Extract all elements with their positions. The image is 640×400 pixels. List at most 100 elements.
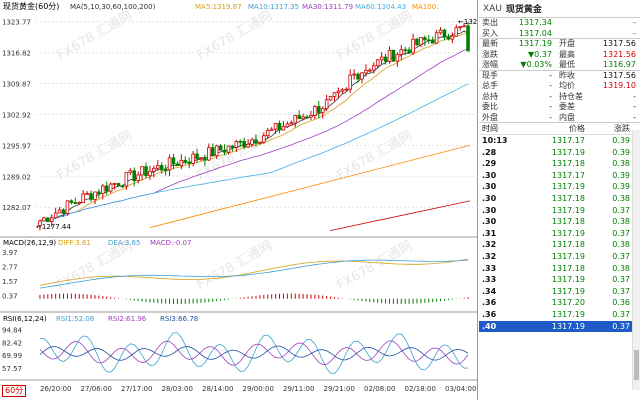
candle-body <box>57 209 62 214</box>
tick-row[interactable]: .30 1317.19 0.37 <box>479 205 640 217</box>
candle-body <box>42 217 46 222</box>
date-tick: 28/14:00 <box>202 385 233 393</box>
candlesticks[interactable] <box>38 21 470 231</box>
ma60-line <box>39 83 469 222</box>
tick-time: .31 <box>482 228 497 238</box>
watermark-text: FX678 汇通网 <box>55 128 136 183</box>
tick-row[interactable]: .30 1317.19 0.39 <box>479 181 640 193</box>
tick-price: 1317.17 <box>551 136 585 145</box>
candle-body <box>419 37 423 46</box>
ratio-row: 委比 - 委差 - <box>482 102 636 111</box>
tick-row[interactable]: .30 1317.18 0.38 <box>479 193 640 205</box>
tick-price: 1317.18 <box>551 217 585 227</box>
tick-change: 0.38 <box>612 263 630 273</box>
candle-body <box>411 38 415 54</box>
tick-row[interactable]: .30 1317.17 0.39 <box>479 170 640 182</box>
candle-body <box>262 135 266 143</box>
candle-body <box>132 170 136 182</box>
tick-list[interactable]: 10:13 1317.17 0.39 .28 1317.19 0.39 .29 1317.18… <box>479 135 640 333</box>
candle-body <box>69 200 74 203</box>
watermark-text: FX678 汇通网 <box>55 8 136 63</box>
tick-row[interactable]: .33 1317.18 0.38 <box>479 263 640 275</box>
period-tab-60min[interactable]: 60分 <box>2 385 27 397</box>
change-row: 涨跌 ▼0.37 最高 1321.56 <box>482 49 636 59</box>
tick-row[interactable]: .40 1317.19 0.37 <box>479 320 640 333</box>
tick-row[interactable]: .30 1317.18 0.38 <box>479 216 640 228</box>
candle-body <box>93 191 97 200</box>
candle-body <box>317 106 321 113</box>
candle-body <box>352 73 356 76</box>
outer-row: 外盘 - 内盘 - <box>479 113 640 123</box>
candle-body <box>108 183 113 192</box>
tick-price: 1317.19 <box>551 275 585 285</box>
date-tick: 29/11:00 <box>283 385 314 393</box>
ma100-line <box>149 144 471 228</box>
tick-time: .36 <box>482 298 497 308</box>
candle-body <box>128 170 133 174</box>
candle-body <box>301 116 305 120</box>
tick-row[interactable]: .36 1317.19 0.37 <box>479 309 640 321</box>
tick-price: 1317.17 <box>551 170 585 180</box>
candle-body <box>61 209 66 214</box>
candle-body <box>258 141 262 144</box>
candle-body <box>403 49 407 52</box>
tick-change: 0.38 <box>612 240 630 250</box>
date-tick: 29/21:00 <box>324 385 355 393</box>
candle-body <box>73 202 78 204</box>
macd-tick: 0.37 <box>2 292 18 300</box>
tick-change: 0.38 <box>612 159 630 169</box>
tick-price: 1317.19 <box>551 182 585 192</box>
tick-row[interactable]: .31 1317.19 0.37 <box>479 228 640 240</box>
tick-row[interactable]: .34 1317.19 0.37 <box>479 286 640 298</box>
candle-body <box>399 49 404 55</box>
candle-body <box>112 182 117 185</box>
candle-body <box>65 200 70 214</box>
hold-row: 总持 - 持仓差 - <box>482 91 636 101</box>
rsi3-value: RSI3:66.78 <box>160 315 198 323</box>
tick-row[interactable]: .33 1317.19 0.37 <box>479 274 640 286</box>
candle-body <box>85 193 89 196</box>
kline-chart[interactable]: 现货黄金(60分) MA(5,10,30,60,100,200) MA5:131… <box>0 0 493 400</box>
chart-area[interactable]: 现货黄金(60分) MA(5,10,30,60,100,200) MA5:131… <box>0 0 493 400</box>
tick-change: 0.39 <box>612 147 630 157</box>
scrollbar-thumb[interactable] <box>634 350 639 380</box>
candle-body <box>297 115 301 120</box>
ma5-value: MA5:1319.87 <box>195 3 242 11</box>
tick-change: 0.37 <box>612 251 630 261</box>
rsi2-value: RSI2:61.96 <box>108 315 147 323</box>
tick-row[interactable]: .32 1317.19 0.37 <box>479 251 640 263</box>
candle-body <box>104 185 109 192</box>
watermark-text: FX678 汇通网 <box>335 8 416 63</box>
tick-row[interactable]: 10:13 1317.17 0.39 <box>479 135 640 147</box>
tick-list-scrollbar[interactable] <box>632 130 640 390</box>
ma200-line <box>329 200 471 232</box>
candle-body <box>187 161 191 164</box>
candle-body <box>152 167 156 172</box>
tick-row[interactable]: .29 1317.18 0.38 <box>479 158 640 170</box>
candle-body <box>458 26 462 28</box>
candle-body <box>89 193 93 200</box>
tick-change: 0.37 <box>612 286 630 296</box>
rsi-line-3 <box>39 345 469 361</box>
vol-row: 现手 - 昨收 1317.56 <box>482 70 636 80</box>
candle-body <box>124 172 129 187</box>
low-marker: ←1277.44 <box>36 223 71 231</box>
buy-row: 买入 1317.04- <box>479 29 640 39</box>
candle-body <box>148 170 152 177</box>
candle-body <box>430 39 435 44</box>
tick-row[interactable]: .36 1317.20 0.36 <box>479 297 640 309</box>
macd-histogram <box>39 293 469 304</box>
candle-body <box>156 165 160 169</box>
candle-body <box>305 116 309 119</box>
macd-dif: DIFF:3.61 <box>58 239 91 247</box>
macd-tick: 3.97 <box>2 249 18 257</box>
candle-body <box>136 174 140 182</box>
tick-time: .30 <box>482 217 497 227</box>
tick-row[interactable]: .28 1317.19 0.39 <box>479 147 640 159</box>
tick-time: .33 <box>482 263 497 273</box>
tick-row[interactable]: .32 1317.18 0.38 <box>479 239 640 251</box>
candle-body <box>395 54 400 62</box>
high-marker: ←1321.56 <box>458 18 478 26</box>
macd-dea: DEA:3.65 <box>108 239 140 247</box>
